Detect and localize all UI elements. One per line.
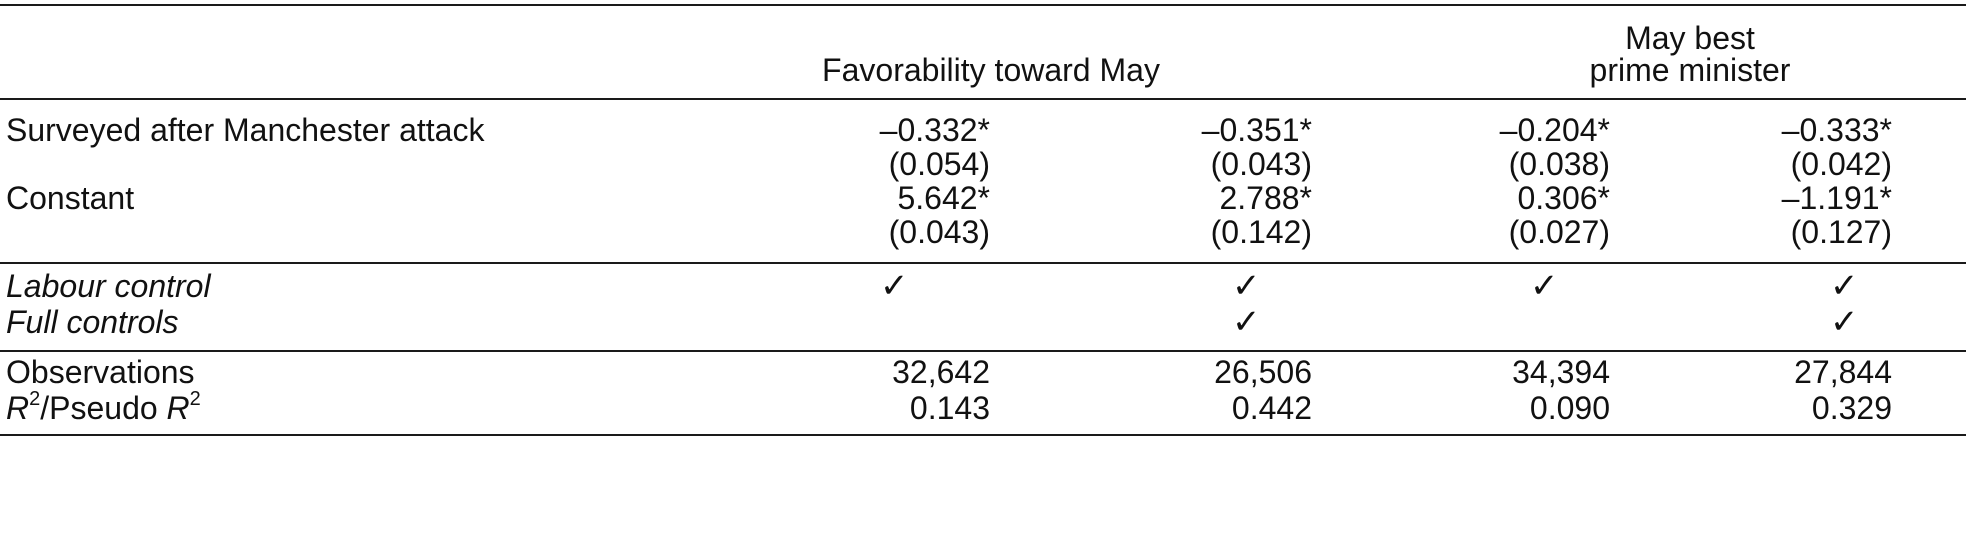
header-best-pm-line1: May best bbox=[1625, 20, 1755, 56]
row-label-labour-control: Labour control bbox=[6, 268, 211, 304]
check-labour-1: ✓ bbox=[880, 267, 909, 305]
check-full-4: ✓ bbox=[1830, 303, 1859, 341]
row-label-surveyed: Surveyed after Manchester attack bbox=[6, 112, 485, 148]
coef-surveyed-2: –0.351* bbox=[1201, 112, 1312, 148]
se-surveyed-3: (0.038) bbox=[1508, 146, 1610, 182]
se-constant-1: (0.043) bbox=[888, 214, 990, 250]
coef-constant-2: 2.788* bbox=[1219, 180, 1312, 216]
row-label-observations: Observations bbox=[6, 354, 195, 390]
se-surveyed-4: (0.042) bbox=[1790, 146, 1892, 182]
row-label-r2: R2/Pseudo R2 bbox=[6, 388, 201, 426]
obs-1: 32,642 bbox=[892, 354, 990, 390]
r2-2: 0.442 bbox=[1231, 390, 1312, 426]
se-surveyed-2: (0.043) bbox=[1210, 146, 1312, 182]
r2-1: 0.143 bbox=[909, 390, 990, 426]
coef-surveyed-3: –0.204* bbox=[1499, 112, 1610, 148]
coef-constant-4: –1.191* bbox=[1781, 180, 1892, 216]
coef-surveyed-4: –0.333* bbox=[1781, 112, 1892, 148]
se-constant-3: (0.027) bbox=[1508, 214, 1610, 250]
check-full-2: ✓ bbox=[1232, 303, 1261, 341]
se-surveyed-1: (0.054) bbox=[888, 146, 990, 182]
check-labour-4: ✓ bbox=[1830, 267, 1859, 305]
obs-2: 26,506 bbox=[1214, 354, 1312, 390]
header-favorability: Favorability toward May bbox=[822, 52, 1160, 88]
r2-4: 0.329 bbox=[1811, 390, 1892, 426]
top-rule bbox=[0, 4, 1966, 6]
coef-surveyed-1: –0.332* bbox=[879, 112, 990, 148]
header-best-pm-line2: prime minister bbox=[1589, 52, 1791, 88]
se-constant-2: (0.142) bbox=[1210, 214, 1312, 250]
check-labour-3: ✓ bbox=[1530, 267, 1559, 305]
se-constant-4: (0.127) bbox=[1790, 214, 1892, 250]
row-label-full-controls: Full controls bbox=[6, 304, 179, 340]
check-labour-2: ✓ bbox=[1232, 267, 1261, 305]
obs-4: 27,844 bbox=[1794, 354, 1892, 390]
r2-3: 0.090 bbox=[1529, 390, 1610, 426]
row-label-constant: Constant bbox=[6, 180, 135, 216]
header-rule bbox=[0, 98, 1966, 100]
body-rule bbox=[0, 262, 1966, 264]
obs-3: 34,394 bbox=[1512, 354, 1610, 390]
controls-rule bbox=[0, 350, 1966, 352]
coef-constant-3: 0.306* bbox=[1517, 180, 1610, 216]
bottom-rule bbox=[0, 434, 1966, 436]
coef-constant-1: 5.642* bbox=[897, 180, 990, 216]
